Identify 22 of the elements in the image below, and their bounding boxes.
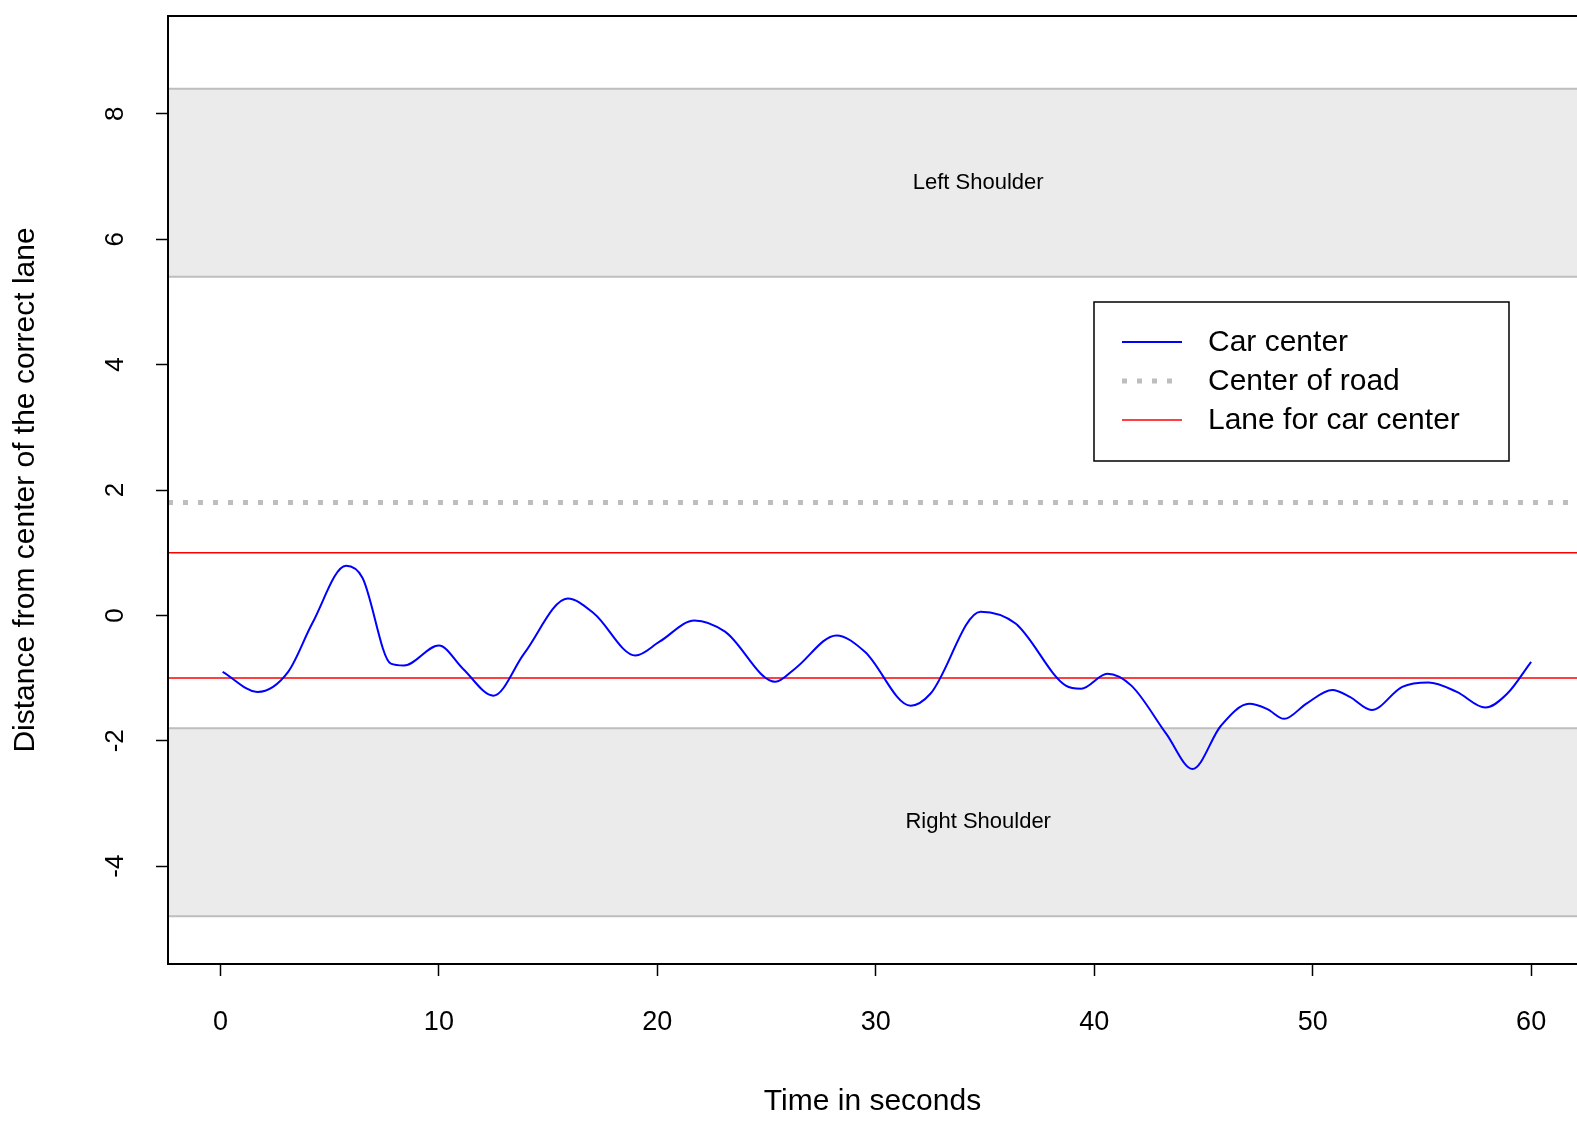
y-tick-label: 0 — [99, 608, 130, 623]
x-tick-label: 40 — [1079, 1005, 1110, 1036]
x-tick-label: 60 — [1516, 1005, 1547, 1036]
y-tick-label: -2 — [99, 729, 130, 753]
y-tick-label: -4 — [99, 854, 130, 878]
x-tick-label: 50 — [1297, 1005, 1328, 1036]
x-tick-label: 20 — [642, 1005, 673, 1036]
legend-label: Lane for car center — [1208, 402, 1460, 436]
y-axis-title: Distance from center of the correct lane — [7, 227, 41, 753]
band-label: Left Shoulder — [912, 168, 1044, 194]
band-label: Right Shoulder — [905, 808, 1051, 834]
legend-label: Car center — [1208, 324, 1349, 358]
x-tick-label: 30 — [860, 1005, 891, 1036]
y-tick-label: 8 — [99, 106, 130, 122]
x-axis-title: Time in seconds — [763, 1083, 982, 1117]
y-tick-label: 6 — [99, 231, 130, 247]
x-tick-label: 0 — [212, 1005, 228, 1036]
legend-label: Center of road — [1208, 363, 1400, 397]
y-tick-label: 4 — [99, 357, 130, 372]
x-tick-label: 10 — [423, 1005, 454, 1036]
y-tick-label: 2 — [99, 482, 130, 498]
line-series — [221, 564, 1533, 771]
